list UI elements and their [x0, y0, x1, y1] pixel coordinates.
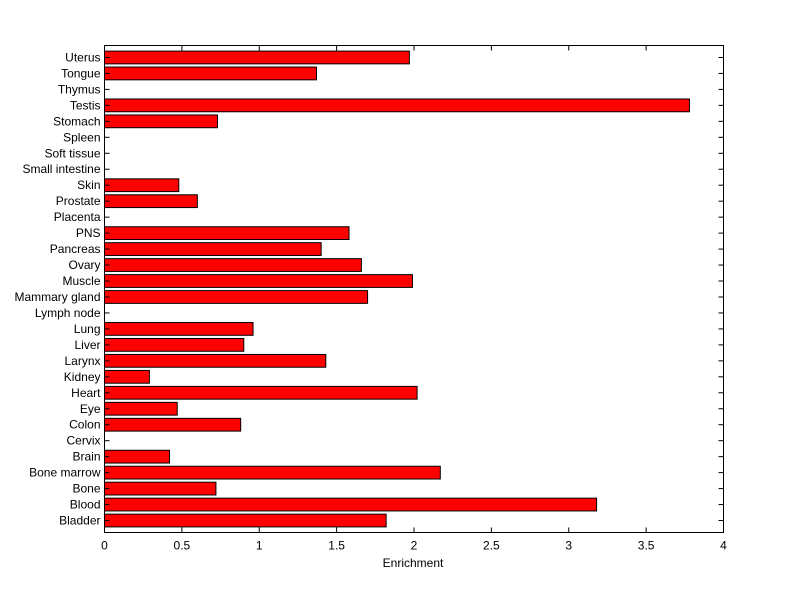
x-tick-label: 2 — [411, 539, 418, 553]
bar — [104, 274, 413, 288]
y-tick-label: Eye — [80, 402, 101, 416]
bar — [104, 194, 198, 209]
bar — [104, 114, 218, 129]
x-tick-label: 3 — [565, 539, 572, 553]
x-tick-label: 1 — [256, 539, 263, 553]
bar — [104, 66, 318, 81]
y-tick-label: Prostate — [56, 194, 101, 208]
y-tick-label: Bone marrow — [29, 466, 101, 480]
bar — [104, 417, 242, 432]
y-tick-label: Cervix — [66, 434, 100, 448]
y-tick-label: Heart — [71, 386, 101, 400]
bar — [104, 178, 180, 193]
bar — [104, 258, 362, 272]
x-axis-ticks: 0 0.5 1 1.5 2 2.5 3 3.5 4 — [101, 45, 727, 553]
bar — [104, 226, 350, 241]
x-tick-label: 0 — [101, 539, 108, 553]
y-tick-label: Ovary — [68, 258, 100, 272]
x-axis-label: Enrichment — [383, 556, 444, 570]
y-tick-label: Small intestine — [22, 162, 100, 176]
x-tick-label: 0.5 — [174, 539, 191, 553]
bar — [104, 481, 217, 496]
bar — [104, 242, 322, 256]
plot-area-frame — [104, 45, 724, 533]
y-tick-label: Kidney — [64, 370, 101, 384]
y-tick-label: Uterus — [65, 50, 100, 64]
bar — [104, 513, 387, 528]
y-tick-label: Stomach — [53, 114, 100, 128]
y-tick-label: Bladder — [59, 514, 100, 528]
y-tick-label: Lymph node — [35, 306, 101, 320]
bar — [104, 322, 254, 336]
y-tick-label: PNS — [76, 226, 101, 240]
y-tick-label: Pancreas — [50, 242, 101, 256]
y-tick-label: Testis — [70, 98, 101, 112]
y-tick-label: Blood — [70, 498, 101, 512]
y-tick-label: Placenta — [54, 210, 101, 224]
y-tick-label: Soft tissue — [44, 146, 100, 160]
x-tick-label: 4 — [720, 539, 727, 553]
bar — [104, 401, 178, 416]
bar — [104, 449, 170, 464]
x-tick-label: 3.5 — [638, 539, 655, 553]
y-tick-label: Skin — [77, 178, 100, 192]
y-tick-label: Bone — [72, 482, 100, 496]
bar — [104, 385, 418, 400]
bar — [104, 497, 598, 512]
y-tick-label: Brain — [72, 450, 100, 464]
bar — [104, 337, 245, 352]
bar — [104, 465, 441, 480]
y-tick-label: Spleen — [63, 130, 100, 144]
bar — [104, 50, 410, 65]
x-tick-label: 1.5 — [328, 539, 345, 553]
bar — [104, 290, 369, 304]
y-tick-label: Liver — [74, 338, 100, 352]
bar — [104, 98, 690, 113]
y-tick-label: Mammary gland — [14, 290, 100, 304]
y-axis-ticks: Bladder Blood Bone Bone marrow Brain Cervix Co… — [14, 50, 724, 528]
x-tick-label: 2.5 — [483, 539, 500, 553]
y-tick-label: Tongue — [61, 66, 101, 80]
y-tick-label: Larynx — [64, 354, 100, 368]
bar — [104, 353, 327, 368]
y-tick-label: Colon — [69, 418, 100, 432]
y-tick-label: Muscle — [62, 274, 100, 288]
y-tick-label: Thymus — [58, 82, 101, 96]
bar — [104, 369, 150, 384]
y-tick-label: Lung — [74, 322, 101, 336]
